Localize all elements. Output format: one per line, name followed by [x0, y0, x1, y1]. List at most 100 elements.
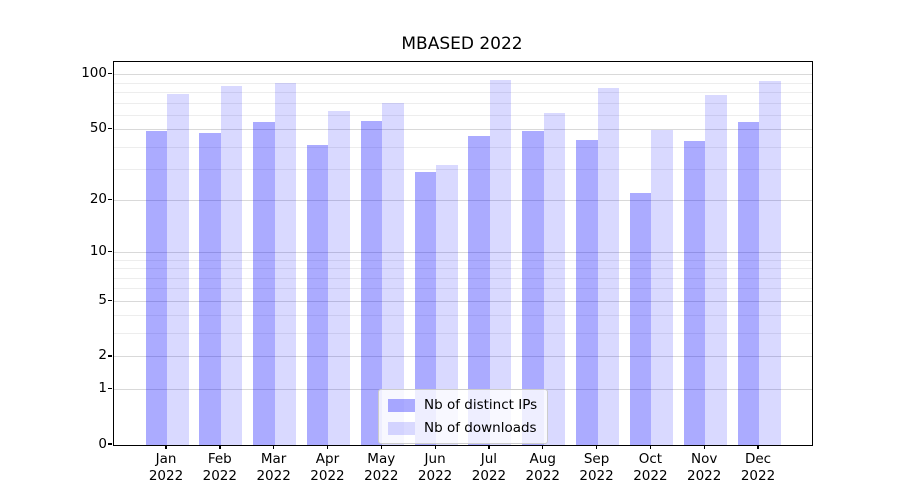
bar-downloads-jun: [436, 164, 458, 445]
legend-row-distinct-ips: Nb of distinct IPs: [388, 397, 537, 413]
x-tick-month: Jun: [424, 451, 446, 467]
x-tick-year: 2022: [633, 467, 668, 484]
x-tick-year: 2022: [148, 467, 184, 484]
x-tick-month: Jan: [155, 451, 177, 467]
bar-downloads-oct: [651, 129, 673, 445]
gridline-minor-8: [114, 268, 812, 270]
bar-distinct-ips-jun: [414, 172, 437, 445]
x-tick-mark-jul: [488, 445, 490, 450]
bar-distinct-ips-sep: [576, 139, 598, 445]
x-tick-month: Sep: [583, 451, 610, 467]
x-tick-month: Feb: [207, 451, 232, 467]
x-tick-mark-feb: [219, 445, 221, 450]
x-tick-mark-jun: [434, 445, 436, 450]
x-tick-label-sep: Sep 2022: [579, 451, 613, 485]
x-tick-month: Mar: [260, 451, 287, 467]
x-tick-mark-may: [380, 445, 382, 450]
y-tick-mark-0: [108, 443, 112, 445]
x-tick-label-aug: Aug 2022: [526, 451, 560, 485]
chart-title: MBASED 2022: [401, 34, 523, 54]
bar-downloads-sep: [597, 87, 620, 445]
x-tick-mark-aug: [542, 445, 544, 450]
x-tick-year: 2022: [471, 467, 507, 484]
legend: Nb of distinct IPs Nb of downloads: [378, 389, 549, 444]
gridline-minor-9: [114, 259, 812, 261]
gridline-minor-6: [114, 288, 812, 290]
legend-row-downloads: Nb of downloads: [388, 420, 537, 436]
bar-distinct-ips-oct: [629, 193, 652, 445]
bar-distinct-ips-jan: [145, 131, 167, 445]
bar-downloads-apr: [328, 111, 350, 445]
x-tick-mark-oct: [649, 445, 652, 450]
gridline-minor-4: [114, 315, 812, 317]
x-tick-year: 2022: [740, 467, 776, 484]
y-tick-label-5: 5: [98, 291, 107, 308]
x-tick-month: Nov: [691, 451, 718, 467]
y-tick-mark-100: [108, 73, 112, 75]
gridline-minor-60: [114, 114, 812, 116]
legend-swatch-distinct-ips: [388, 398, 415, 412]
bar-downloads-dec: [759, 81, 781, 445]
bar-downloads-jan: [167, 93, 189, 445]
gridline-major-10: [114, 252, 812, 254]
x-tick-label-apr: Apr 2022: [310, 451, 344, 485]
x-tick-mark-mar: [273, 445, 275, 450]
bar-distinct-ips-dec: [737, 122, 760, 445]
y-tick-mark-20: [108, 199, 112, 201]
gridline-minor-80: [114, 92, 812, 94]
x-tick-year: 2022: [525, 467, 560, 484]
legend-label-distinct-ips: Nb of distinct IPs: [424, 397, 538, 413]
x-tick-mark-apr: [326, 445, 329, 450]
x-tick-year: 2022: [202, 467, 237, 484]
bar-downloads-may: [382, 103, 404, 445]
y-tick-mark-2: [108, 355, 112, 357]
x-tick-mark-nov: [703, 445, 705, 450]
y-tick-label-0: 0: [98, 435, 107, 452]
x-tick-month: Aug: [529, 451, 556, 467]
gridline-major-5: [114, 300, 812, 302]
x-tick-mark-dec: [757, 445, 759, 450]
x-tick-label-jul: Jul 2022: [472, 451, 506, 485]
gridline-major-100: [114, 74, 812, 76]
bar-distinct-ips-mar: [253, 122, 275, 445]
gridline-minor-7: [114, 277, 812, 279]
legend-label-downloads: Nb of downloads: [424, 420, 537, 436]
gridline-minor-70: [114, 102, 812, 104]
x-tick-label-mar: Mar 2022: [256, 451, 290, 485]
x-tick-month: May: [367, 451, 396, 467]
bar-distinct-ips-jul: [468, 136, 490, 445]
y-tick-mark-1: [108, 387, 112, 390]
gridline-major-20: [114, 200, 812, 202]
bar-downloads-mar: [274, 83, 297, 445]
bar-distinct-ips-feb: [199, 132, 221, 445]
y-tick-label-1: 1: [98, 379, 107, 396]
bar-downloads-nov: [705, 94, 727, 445]
y-tick-label-50: 50: [89, 120, 107, 137]
bar-distinct-ips-may: [360, 120, 383, 445]
gridline-major-50: [114, 129, 812, 131]
y-tick-mark-5: [108, 299, 112, 301]
x-tick-month: Oct: [638, 451, 663, 467]
x-tick-year: 2022: [687, 467, 722, 484]
y-tick-label-2: 2: [98, 347, 107, 364]
bar-distinct-ips-apr: [306, 145, 329, 445]
x-tick-mark-sep: [595, 445, 598, 450]
x-tick-month: Jul: [480, 451, 498, 467]
x-tick-month: Dec: [744, 451, 772, 467]
x-tick-year: 2022: [310, 467, 345, 484]
x-tick-label-feb: Feb 2022: [203, 451, 237, 485]
x-tick-label-dec: Dec 2022: [741, 451, 775, 485]
y-tick-mark-50: [108, 127, 112, 130]
y-tick-mark-10: [108, 251, 112, 253]
x-tick-year: 2022: [417, 467, 453, 484]
y-tick-label-100: 100: [81, 65, 107, 82]
gridline-minor-90: [114, 82, 812, 84]
x-tick-label-jan: Jan 2022: [149, 451, 183, 485]
gridline-major-2: [114, 356, 812, 358]
bar-distinct-ips-nov: [683, 141, 706, 445]
y-tick-label-10: 10: [89, 243, 107, 260]
y-tick-label-20: 20: [89, 191, 107, 208]
gridline-minor-30: [114, 169, 812, 171]
x-tick-mark-jan: [165, 445, 167, 450]
